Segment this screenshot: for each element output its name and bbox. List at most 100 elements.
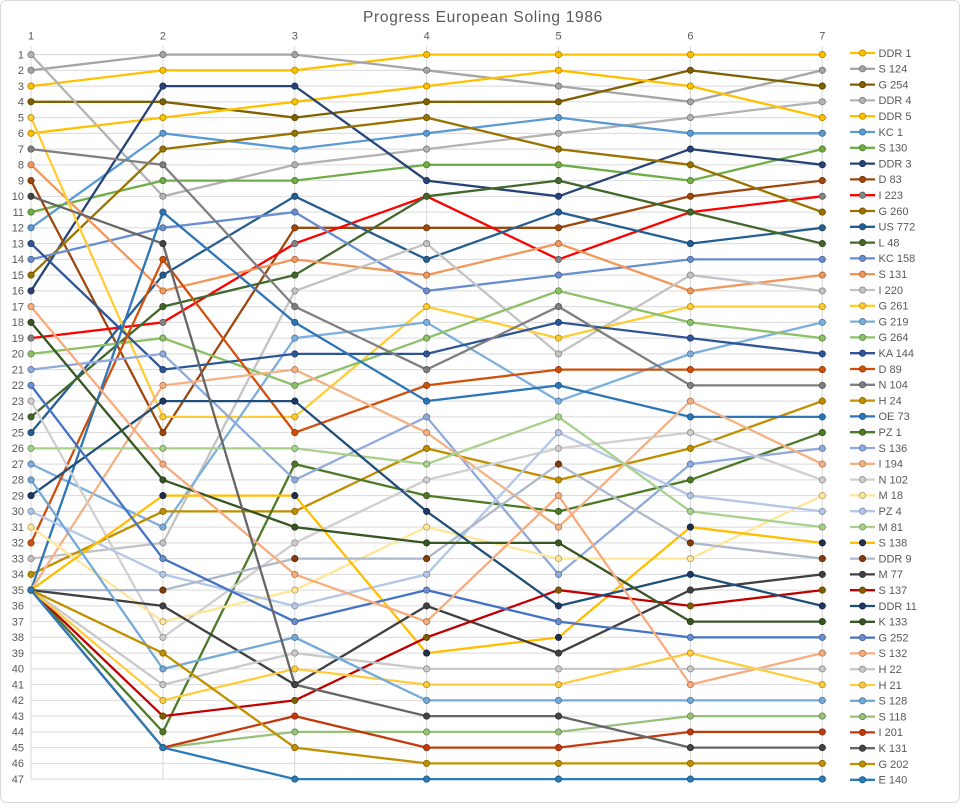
svg-text:3: 3 — [18, 81, 24, 93]
svg-text:17: 17 — [12, 301, 24, 313]
svg-text:H 21: H 21 — [879, 680, 902, 692]
svg-text:41: 41 — [12, 679, 24, 691]
svg-text:US 772: US 772 — [879, 222, 916, 234]
svg-text:G 202: G 202 — [879, 759, 909, 771]
svg-text:45: 45 — [12, 742, 24, 754]
svg-text:42: 42 — [12, 695, 24, 707]
svg-text:21: 21 — [12, 364, 24, 376]
svg-text:Progress European Soling 1986: Progress European Soling 1986 — [363, 9, 603, 26]
svg-text:S 131: S 131 — [879, 269, 908, 281]
svg-text:G 264: G 264 — [879, 332, 909, 344]
svg-text:23: 23 — [12, 396, 24, 408]
svg-text:KC 1: KC 1 — [879, 127, 903, 139]
svg-text:6: 6 — [18, 128, 24, 140]
svg-text:D 83: D 83 — [879, 174, 902, 186]
svg-text:5: 5 — [18, 112, 24, 124]
svg-text:40: 40 — [12, 664, 24, 676]
svg-text:S 130: S 130 — [879, 143, 908, 155]
svg-text:11: 11 — [13, 207, 24, 219]
svg-text:DDR 11: DDR 11 — [879, 601, 917, 613]
svg-text:6: 6 — [687, 31, 693, 43]
svg-text:PZ 1: PZ 1 — [879, 427, 902, 439]
svg-text:I 220: I 220 — [879, 285, 903, 297]
svg-text:19: 19 — [12, 333, 24, 345]
svg-text:38: 38 — [12, 632, 24, 644]
svg-text:7: 7 — [819, 31, 825, 43]
svg-text:16: 16 — [12, 286, 24, 298]
svg-text:46: 46 — [12, 758, 24, 770]
svg-text:31: 31 — [12, 522, 24, 534]
svg-text:12: 12 — [12, 223, 24, 235]
svg-text:M 77: M 77 — [879, 569, 903, 581]
svg-text:13: 13 — [12, 238, 24, 250]
svg-text:L 48: L 48 — [879, 237, 900, 249]
svg-text:DDR 4: DDR 4 — [879, 95, 912, 107]
svg-text:G 254: G 254 — [879, 79, 909, 91]
svg-text:KA 144: KA 144 — [879, 348, 914, 360]
svg-text:OE 73: OE 73 — [879, 411, 910, 423]
svg-text:N 104: N 104 — [879, 380, 908, 392]
svg-text:5: 5 — [555, 31, 561, 43]
svg-text:I 223: I 223 — [879, 190, 903, 202]
svg-text:D 89: D 89 — [879, 364, 902, 376]
svg-text:18: 18 — [12, 317, 24, 329]
svg-text:27: 27 — [12, 459, 24, 471]
svg-text:DDR 5: DDR 5 — [879, 111, 912, 123]
svg-text:43: 43 — [12, 711, 24, 723]
svg-text:47: 47 — [12, 774, 24, 786]
svg-text:DDR 3: DDR 3 — [879, 158, 912, 170]
svg-text:9: 9 — [18, 175, 24, 187]
svg-text:14: 14 — [12, 254, 24, 266]
svg-text:DDR 1: DDR 1 — [879, 48, 912, 60]
svg-text:37: 37 — [12, 616, 24, 628]
svg-text:2: 2 — [160, 31, 166, 43]
svg-text:4: 4 — [18, 97, 24, 109]
svg-text:2: 2 — [18, 65, 24, 77]
svg-text:1: 1 — [18, 49, 24, 61]
svg-text:S 124: S 124 — [879, 64, 908, 76]
svg-text:29: 29 — [12, 490, 24, 502]
svg-text:M 81: M 81 — [879, 522, 903, 534]
svg-text:H 24: H 24 — [879, 395, 902, 407]
svg-text:30: 30 — [12, 506, 24, 518]
svg-text:G 260: G 260 — [879, 206, 909, 218]
svg-text:N 102: N 102 — [879, 474, 908, 486]
svg-text:25: 25 — [12, 427, 24, 439]
svg-text:I 194: I 194 — [879, 459, 903, 471]
svg-text:26: 26 — [12, 443, 24, 455]
svg-text:4: 4 — [424, 31, 430, 43]
svg-text:S 137: S 137 — [879, 585, 908, 597]
svg-text:35: 35 — [12, 585, 24, 597]
svg-text:36: 36 — [12, 601, 24, 613]
svg-text:M 18: M 18 — [879, 490, 903, 502]
svg-text:22: 22 — [12, 380, 24, 392]
svg-text:S 136: S 136 — [879, 443, 908, 455]
svg-text:7: 7 — [18, 144, 24, 156]
svg-text:PZ 4: PZ 4 — [879, 506, 902, 518]
svg-text:44: 44 — [12, 727, 24, 739]
svg-text:20: 20 — [12, 349, 24, 361]
svg-text:32: 32 — [12, 538, 24, 550]
svg-text:S 128: S 128 — [879, 696, 908, 708]
svg-text:S 138: S 138 — [879, 538, 908, 550]
svg-text:K 131: K 131 — [879, 743, 908, 755]
svg-text:H 22: H 22 — [879, 664, 902, 676]
svg-text:G 261: G 261 — [879, 301, 909, 313]
svg-text:33: 33 — [12, 553, 24, 565]
svg-text:G 252: G 252 — [879, 632, 909, 644]
svg-text:1: 1 — [28, 31, 34, 43]
svg-text:3: 3 — [292, 31, 298, 43]
svg-text:24: 24 — [12, 412, 24, 424]
svg-text:K 133: K 133 — [879, 617, 908, 629]
svg-text:8: 8 — [18, 160, 24, 172]
svg-text:DDR 9: DDR 9 — [879, 553, 912, 565]
svg-text:E 140: E 140 — [879, 775, 908, 787]
svg-text:S 132: S 132 — [879, 648, 908, 660]
svg-text:S 118: S 118 — [879, 711, 907, 723]
svg-text:KC 158: KC 158 — [879, 253, 916, 265]
svg-text:I 201: I 201 — [879, 727, 903, 739]
svg-text:28: 28 — [12, 475, 24, 487]
svg-text:34: 34 — [12, 569, 24, 581]
svg-text:10: 10 — [12, 191, 24, 203]
svg-text:G 219: G 219 — [879, 316, 909, 328]
